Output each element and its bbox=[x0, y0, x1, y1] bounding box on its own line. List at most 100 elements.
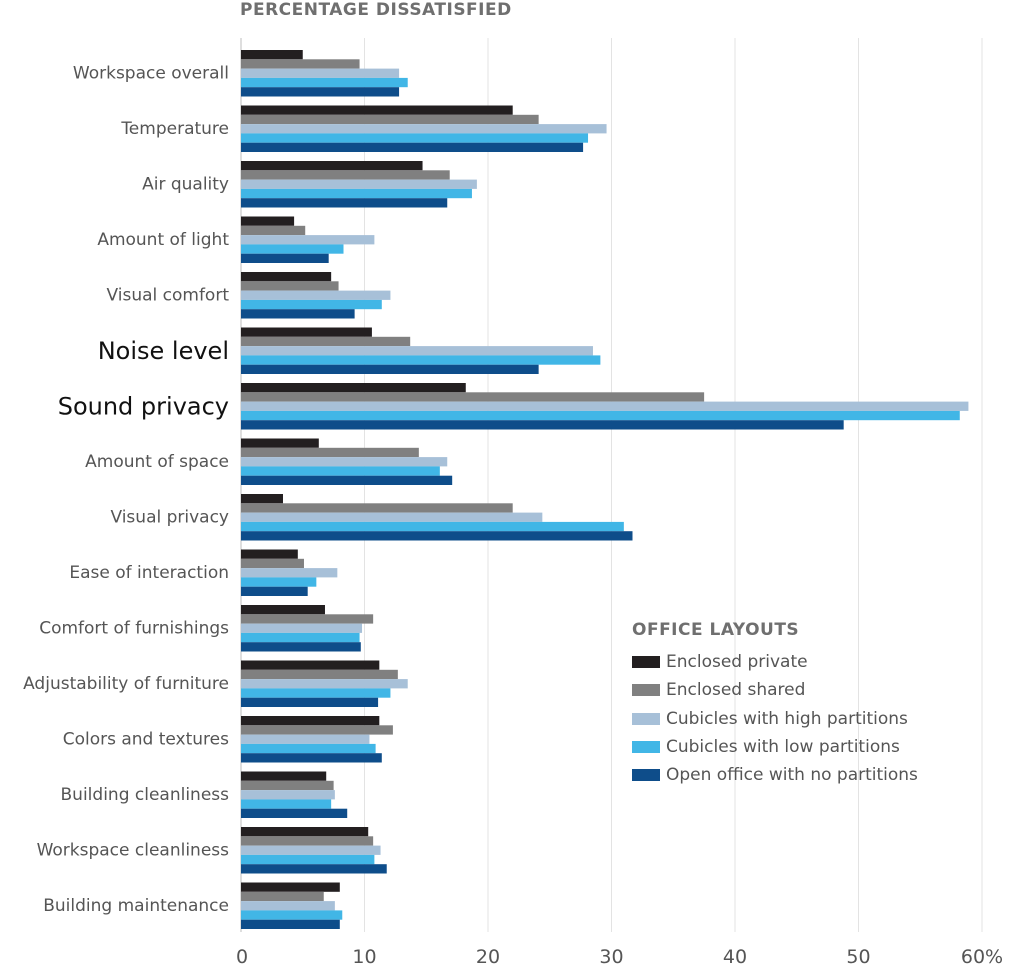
category-label: Visual privacy bbox=[110, 507, 229, 527]
bar bbox=[241, 494, 283, 504]
x-tick-label: 60% bbox=[961, 946, 1003, 968]
category-labels: Workspace overall Temperature Air quality A… bbox=[23, 63, 229, 916]
category-label: Adjustability of furniture bbox=[23, 674, 229, 694]
category-label: Sound privacy bbox=[58, 392, 229, 420]
bar bbox=[241, 244, 344, 254]
category-label: Noise level bbox=[98, 337, 229, 365]
bar bbox=[241, 854, 375, 865]
bar bbox=[241, 836, 374, 846]
x-tick-label: 10 bbox=[352, 946, 376, 968]
category-label: Amount of space bbox=[85, 452, 229, 472]
bar bbox=[241, 272, 332, 282]
axis-title: PERCENTAGE DISSATISFIED bbox=[240, 0, 512, 20]
bar bbox=[241, 521, 624, 532]
bar bbox=[241, 216, 295, 226]
bar bbox=[241, 77, 408, 88]
bar bbox=[241, 725, 393, 735]
bar bbox=[241, 845, 381, 855]
legend-item: Cubicles with high partitions bbox=[632, 705, 918, 733]
bar bbox=[241, 558, 304, 569]
bar bbox=[241, 142, 584, 152]
x-tick-label: 40 bbox=[723, 946, 747, 968]
bar bbox=[241, 59, 360, 69]
legend-item: Enclosed shared bbox=[632, 676, 918, 704]
bar bbox=[241, 50, 303, 60]
bar bbox=[241, 577, 317, 587]
x-tick-label: 50 bbox=[846, 946, 870, 968]
bar bbox=[241, 531, 633, 541]
bar bbox=[241, 614, 374, 624]
bar bbox=[241, 281, 339, 291]
bar bbox=[241, 253, 329, 263]
x-tick-label: 30 bbox=[599, 946, 623, 968]
bar bbox=[241, 447, 419, 458]
legend-swatch bbox=[632, 712, 660, 725]
category-label: Amount of light bbox=[97, 230, 229, 250]
bar bbox=[241, 114, 539, 125]
category-label: Workspace cleanliness bbox=[37, 840, 230, 860]
bar bbox=[241, 503, 513, 513]
bar bbox=[241, 327, 372, 337]
bar bbox=[241, 401, 969, 411]
bar bbox=[241, 290, 391, 300]
category-label: Building cleanliness bbox=[61, 785, 230, 805]
legend-swatch bbox=[632, 684, 660, 697]
bar bbox=[241, 225, 306, 236]
legend-label: Enclosed private bbox=[666, 652, 808, 673]
bar bbox=[241, 697, 379, 707]
bar bbox=[241, 336, 411, 347]
legend-item: Cubicles with low partitions bbox=[632, 733, 918, 761]
bar bbox=[241, 87, 400, 97]
legend-label: Enclosed shared bbox=[666, 680, 806, 701]
bar bbox=[241, 771, 327, 781]
bar bbox=[241, 438, 319, 448]
bar bbox=[241, 392, 705, 402]
category-label: Comfort of furnishings bbox=[39, 618, 229, 638]
bar bbox=[241, 799, 332, 809]
bar bbox=[241, 466, 440, 476]
bar bbox=[241, 309, 355, 319]
bar bbox=[241, 605, 325, 615]
bar bbox=[241, 410, 960, 421]
legend: OFFICE LAYOUTS Enclosed private Enclosed … bbox=[632, 620, 918, 789]
bar bbox=[241, 383, 466, 393]
bar bbox=[241, 642, 361, 652]
bar bbox=[241, 669, 398, 680]
bar bbox=[241, 660, 380, 670]
bar bbox=[241, 457, 448, 467]
bars bbox=[241, 50, 969, 929]
bar bbox=[241, 882, 340, 892]
bar bbox=[241, 68, 400, 78]
bar bbox=[241, 901, 335, 911]
bar bbox=[241, 688, 391, 698]
bar bbox=[241, 827, 369, 837]
legend-label: Cubicles with low partitions bbox=[666, 737, 900, 758]
bar bbox=[241, 105, 513, 115]
bar bbox=[241, 170, 450, 180]
legend-label: Cubicles with high partitions bbox=[666, 708, 908, 729]
legend-swatch bbox=[632, 656, 660, 669]
bar bbox=[241, 586, 308, 596]
bar bbox=[241, 919, 340, 929]
bar bbox=[241, 790, 335, 800]
bar bbox=[241, 355, 601, 365]
bar bbox=[241, 420, 844, 430]
bar bbox=[241, 623, 363, 633]
bar bbox=[241, 364, 539, 374]
bar bbox=[241, 179, 477, 189]
bar bbox=[241, 124, 607, 134]
legend-title: OFFICE LAYOUTS bbox=[632, 620, 800, 640]
legend-item: Enclosed private bbox=[632, 648, 918, 676]
x-tick-label: 20 bbox=[476, 946, 500, 968]
bar bbox=[241, 161, 423, 171]
bar bbox=[241, 679, 408, 689]
bar bbox=[241, 780, 334, 791]
bar bbox=[241, 808, 348, 818]
category-label: Air quality bbox=[142, 174, 229, 194]
category-label: Workspace overall bbox=[73, 63, 229, 83]
bar bbox=[241, 475, 453, 485]
bar bbox=[241, 549, 298, 559]
category-label: Temperature bbox=[120, 119, 229, 139]
bar bbox=[241, 891, 324, 902]
